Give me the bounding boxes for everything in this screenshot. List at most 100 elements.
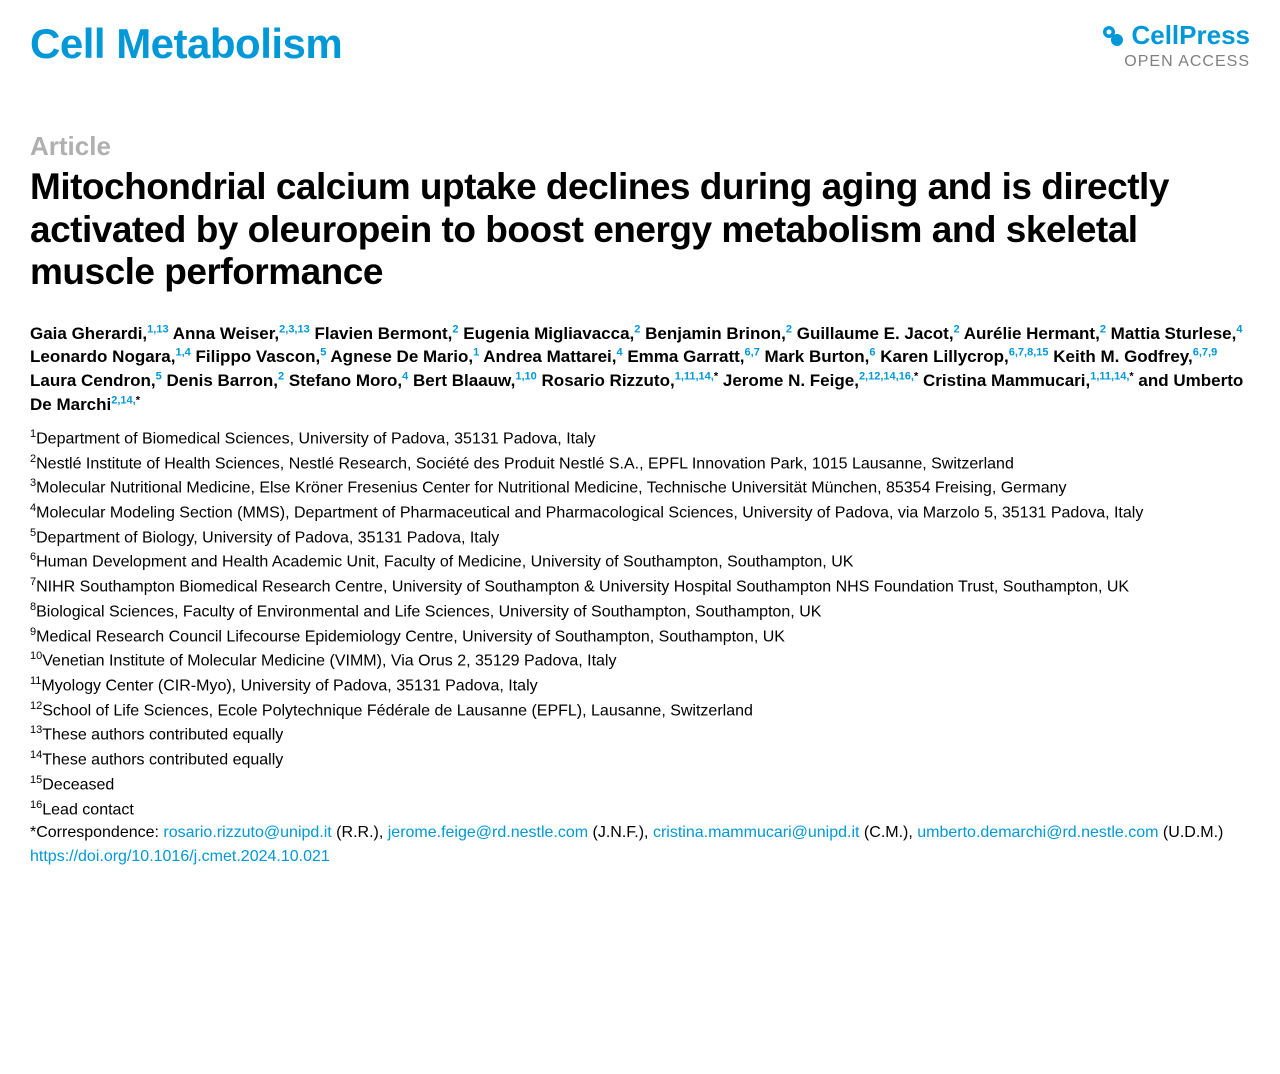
author: Anna Weiser,2,3,13	[173, 324, 310, 343]
author: Filippo Vascon,5	[196, 347, 327, 366]
author: Leonardo Nogara,1,4	[30, 347, 191, 366]
author-affil-sup: 1,13	[147, 323, 168, 335]
author-affil-sup: 5	[156, 371, 162, 383]
affil-number: 4	[30, 502, 36, 514]
affil-number: 2	[30, 453, 36, 465]
affil-number: 14	[30, 749, 42, 761]
author: Bert Blaauw,1,10	[413, 371, 537, 390]
author-affil-sup: 6,7	[745, 347, 760, 359]
author-affil-sup: 2,14,	[111, 394, 135, 406]
correspondence-email[interactable]: jerome.feige@rd.nestle.com	[388, 824, 588, 841]
affil-number: 8	[30, 601, 36, 613]
affil-number: 12	[30, 700, 42, 712]
affiliation: 7NIHR Southampton Biomedical Research Ce…	[30, 575, 1250, 599]
publisher-name: CellPress	[1101, 20, 1250, 51]
affiliation: 15Deceased	[30, 773, 1250, 797]
correspondence-email[interactable]: cristina.mammucari@unipd.it	[653, 824, 860, 841]
article-type-label: Article	[30, 131, 1250, 162]
affiliation: 5Department of Biology, University of Pa…	[30, 526, 1250, 550]
affil-number: 5	[30, 527, 36, 539]
correspondence: *Correspondence: rosario.rizzuto@unipd.i…	[30, 822, 1250, 844]
author: Stefano Moro,4	[289, 371, 408, 390]
author: Jerome N. Feige,2,12,14,16,*	[723, 371, 918, 390]
cellpress-icon	[1101, 24, 1125, 48]
affiliation: 3Molecular Nutritional Medicine, Else Kr…	[30, 476, 1250, 500]
author-affil-sup: 1,10	[515, 371, 536, 383]
author: Agnese De Mario,1	[330, 347, 479, 366]
affil-number: 1	[30, 428, 36, 440]
author-affil-sup: 2	[954, 323, 960, 335]
affil-number: 7	[30, 576, 36, 588]
affiliation: 8Biological Sciences, Faculty of Environ…	[30, 600, 1250, 624]
author-affil-sup: 1,11,14,	[1090, 371, 1129, 383]
author-affil-sup: 5	[320, 347, 326, 359]
author-affil-sup: 2	[452, 323, 458, 335]
affiliation: 13These authors contributed equally	[30, 723, 1250, 747]
affil-number: 9	[30, 626, 36, 638]
author-affil-sup: 6	[869, 347, 875, 359]
affil-number: 3	[30, 477, 36, 489]
author: Gaia Gherardi,1,13	[30, 324, 169, 343]
affiliation: 4Molecular Modeling Section (MMS), Depar…	[30, 501, 1250, 525]
correspondence-email[interactable]: umberto.demarchi@rd.nestle.com	[917, 824, 1158, 841]
author-affil-sup: 4	[616, 347, 622, 359]
author: Eugenia Migliavacca,2	[463, 324, 640, 343]
author-affil-sup: 2,12,14,16,	[859, 371, 914, 383]
author: Aurélie Hermant,2	[964, 324, 1106, 343]
author-affil-sup: 4	[402, 371, 408, 383]
author: Flavien Bermont,2	[314, 324, 458, 343]
corresponding-star: *	[914, 371, 918, 383]
correspondence-email[interactable]: rosario.rizzuto@unipd.it	[163, 824, 331, 841]
author: Mark Burton,6	[765, 347, 876, 366]
author: Karen Lillycrop,6,7,8,15	[880, 347, 1048, 366]
affiliation: 11Myology Center (CIR-Myo), University o…	[30, 674, 1250, 698]
publisher-text: CellPress	[1131, 20, 1250, 51]
corresponding-star: *	[136, 394, 140, 406]
author-affil-sup: 1,4	[175, 347, 190, 359]
author-affil-sup: 1,11,14,	[675, 371, 714, 383]
corresponding-star: *	[714, 371, 718, 383]
affiliation: 16Lead contact	[30, 798, 1250, 822]
publisher-block: CellPress OPEN ACCESS	[1101, 20, 1250, 71]
author-affil-sup: 1	[473, 347, 479, 359]
author-affil-sup: 4	[1236, 323, 1242, 335]
authors-list: Gaia Gherardi,1,13 Anna Weiser,2,3,13 Fl…	[30, 322, 1250, 417]
author: Cristina Mammucari,1,11,14,*	[923, 371, 1134, 390]
author: Emma Garratt,6,7	[627, 347, 759, 366]
affil-number: 16	[30, 799, 42, 811]
affiliation: 9Medical Research Council Lifecourse Epi…	[30, 625, 1250, 649]
affiliation: 14These authors contributed equally	[30, 748, 1250, 772]
affiliations-list: 1Department of Biomedical Sciences, Univ…	[30, 427, 1250, 868]
author: Andrea Mattarei,4	[483, 347, 622, 366]
affiliation: 2Nestlé Institute of Health Sciences, Ne…	[30, 452, 1250, 476]
affil-number: 15	[30, 774, 42, 786]
affiliation: 6Human Development and Health Academic U…	[30, 550, 1250, 574]
author: Rosario Rizzuto,1,11,14,*	[542, 371, 719, 390]
affiliation: 1Department of Biomedical Sciences, Univ…	[30, 427, 1250, 451]
author-affil-sup: 2,3,13	[279, 323, 310, 335]
open-access-label: OPEN ACCESS	[1101, 53, 1250, 71]
affil-number: 10	[30, 650, 42, 662]
author-affil-sup: 2	[1100, 323, 1106, 335]
author: Laura Cendron,5	[30, 371, 162, 390]
header: Cell Metabolism CellPress OPEN ACCESS	[30, 20, 1250, 71]
affil-number: 13	[30, 724, 42, 736]
journal-name: Cell Metabolism	[30, 20, 342, 68]
author: Guillaume E. Jacot,2	[797, 324, 960, 343]
affil-number: 11	[30, 675, 41, 687]
author-affil-sup: 2	[278, 371, 284, 383]
affiliation: 12School of Life Sciences, Ecole Polytec…	[30, 699, 1250, 723]
article-title: Mitochondrial calcium uptake declines du…	[30, 166, 1250, 294]
affil-number: 6	[30, 551, 36, 563]
author: Denis Barron,2	[166, 371, 284, 390]
affiliation: 10Venetian Institute of Molecular Medici…	[30, 649, 1250, 673]
author-affil-sup: 2	[786, 323, 792, 335]
corresponding-star: *	[1129, 371, 1133, 383]
author: Benjamin Brinon,2	[645, 324, 792, 343]
doi-link[interactable]: https://doi.org/10.1016/j.cmet.2024.10.0…	[30, 848, 330, 865]
author: Keith M. Godfrey,6,7,9	[1053, 347, 1217, 366]
author-affil-sup: 2	[634, 323, 640, 335]
author-affil-sup: 6,7,8,15	[1009, 347, 1049, 359]
author: Mattia Sturlese,4	[1111, 324, 1243, 343]
author-affil-sup: 6,7,9	[1193, 347, 1217, 359]
